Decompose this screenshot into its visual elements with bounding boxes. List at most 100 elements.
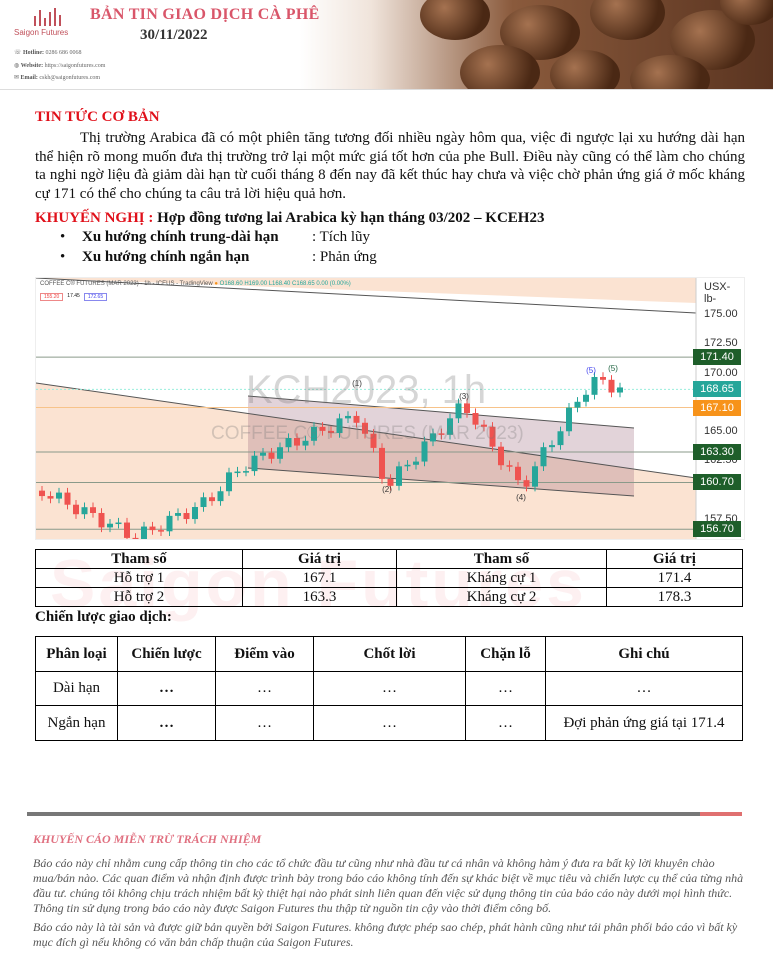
wave-label: (1): [352, 379, 362, 388]
candle: [498, 446, 504, 466]
candle: [251, 455, 258, 472]
report-date: 30/11/2022: [140, 27, 208, 43]
candle: [277, 447, 283, 459]
chart-watermark: KCH2023, 1h: [246, 368, 487, 412]
candle: [81, 507, 88, 515]
candle: [73, 504, 79, 515]
unit-label: USX-lb-: [704, 281, 731, 305]
candle: [47, 496, 54, 499]
candle: [158, 530, 164, 532]
candle: [243, 471, 249, 473]
disclaimer-title: KHUYẾN CÁO MIỄN TRỪ TRÁCH NHIỆM: [33, 832, 262, 846]
candle: [39, 490, 45, 497]
recommendation: KHUYẾN NGHỊ : Hợp đồng tương lai Arabica…: [35, 210, 545, 226]
strategy-title: Chiến lược giao dịch:: [35, 609, 172, 625]
candle: [294, 438, 300, 446]
candle: [481, 424, 487, 427]
wave-label: (5): [608, 364, 618, 373]
axis-tick: 172.50: [704, 337, 738, 350]
candle: [115, 522, 122, 525]
candle: [549, 445, 555, 448]
table-row: Dài hạn……………: [35, 671, 743, 706]
candle: [600, 376, 606, 380]
trend-bullet: • Xu hướng chính ngắn hạn: Phản ứng: [60, 249, 377, 265]
table-row: Ngắn hạn………… Đợi phản ứng giá tại 171.4: [35, 705, 743, 741]
candle: [532, 466, 538, 487]
candle: [557, 431, 564, 446]
candle: [617, 387, 623, 393]
candle: [149, 526, 156, 531]
candle: [489, 426, 496, 447]
candle: [515, 466, 521, 481]
candle: [192, 507, 198, 520]
divider: [27, 812, 742, 816]
price-chart[interactable]: (1) (2) (3) (4) (5) (5) COFFEE C® FUTURES (MA…: [35, 277, 745, 540]
chart-canvas: (1) (2) (3) (4) (5) (5): [36, 278, 697, 539]
candle: [98, 512, 105, 528]
candle: [200, 497, 207, 508]
divider-accent: [700, 812, 742, 816]
candle: [438, 433, 445, 435]
phone-icon: ☏: [14, 50, 22, 56]
candle: [370, 433, 377, 448]
candle: [430, 433, 436, 442]
report-title: BẢN TIN GIAO DỊCH CÀ PHÊ: [90, 6, 320, 23]
coffee-beans-image: [300, 0, 773, 89]
candle: [64, 492, 71, 505]
news-body: Thị trường Arabica đã có một phiên tăng …: [35, 130, 745, 202]
price-label: 160.70: [693, 474, 741, 491]
trend-bullet: • Xu hướng chính trung-dài hạn: Tích lũy: [60, 229, 371, 245]
candle: [591, 376, 598, 395]
candle: [311, 426, 317, 441]
levels-table: Tham số Giá trị Tham số Giá trị Hỗ trợ 1 167…: [35, 549, 743, 607]
candle: [285, 438, 292, 448]
candle: [464, 403, 470, 414]
news-title: TIN TỨC CƠ BẢN: [35, 109, 160, 125]
price-label: 156.70: [693, 521, 741, 538]
table-row: Hỗ trợ 1 167.1 Kháng cự 1 171.4: [35, 568, 743, 588]
candle: [574, 401, 581, 408]
strategy-table: Phân loại Chiến lược Điểm vào Chốt lời Chặn …: [35, 636, 743, 741]
axis-tick: 170.00: [704, 366, 738, 379]
candle: [345, 415, 351, 419]
candle: [90, 507, 96, 513]
wave-label: (4): [516, 493, 526, 502]
candle: [472, 413, 479, 425]
candle: [396, 466, 402, 486]
candle: [56, 492, 62, 499]
wave-label: (3): [459, 392, 469, 401]
candle: [107, 523, 113, 528]
email[interactable]: ✉ Email: cskh@saigonfutures.com: [14, 75, 101, 81]
axis-tick: 175.00: [704, 308, 738, 320]
candle: [226, 472, 232, 492]
candle: [540, 447, 547, 467]
price-label: 168.65: [693, 381, 741, 398]
candle: [362, 422, 368, 434]
report-header: Saigon Futures BẢN TIN GIAO DỊCH CÀ PHÊ …: [0, 0, 773, 90]
candle: [183, 513, 190, 520]
candle: [447, 418, 453, 435]
disclaimer-copyright: Báo cáo này là tài sản và được giữ bản q…: [33, 920, 738, 949]
candle: [175, 513, 181, 516]
candle: [141, 526, 147, 539]
candle: [455, 403, 462, 419]
candle: [353, 415, 360, 423]
price-label: 163.30: [693, 444, 741, 460]
chart-chips: 155.20 17.45 172.65: [40, 293, 108, 301]
candle: [336, 418, 343, 434]
wave-label: (5): [586, 366, 596, 375]
chart-watermark-sub: COFFEE C® FUTURES (MAR 2023): [211, 423, 524, 444]
axis-tick: 165.00: [704, 425, 738, 438]
website[interactable]: ◍ Website: https://saigonfutures.com: [14, 63, 106, 69]
table-row: Hỗ trợ 2 163.3 Kháng cự 2 178.3: [35, 587, 743, 607]
candle: [583, 394, 589, 402]
mail-icon: ✉: [14, 75, 20, 81]
candle: [217, 491, 224, 502]
candle: [234, 471, 241, 474]
disclaimer-body: Báo cáo này chỉ nhằm cung cấp thông tin …: [33, 856, 744, 915]
candle: [260, 452, 266, 456]
candle: [387, 478, 394, 486]
candle: [124, 522, 130, 538]
candle: [302, 440, 309, 446]
candle: [319, 426, 326, 431]
